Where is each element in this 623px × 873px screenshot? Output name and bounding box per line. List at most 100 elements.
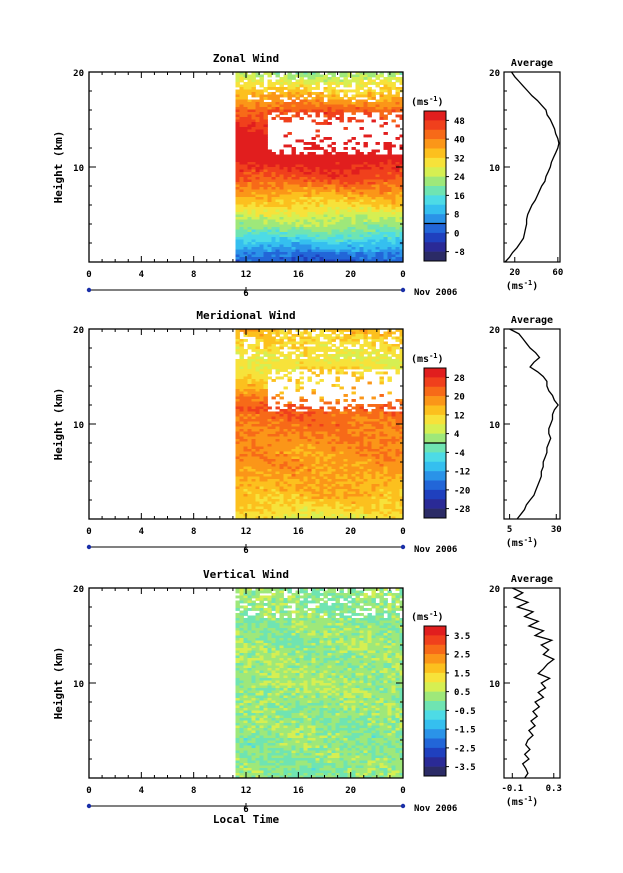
- heatmap-cell: [267, 107, 272, 110]
- heatmap-cell: [239, 436, 244, 440]
- heatmap-cell: [235, 189, 240, 193]
- heatmap-cell: [275, 359, 280, 362]
- heatmap-cell: [339, 456, 344, 460]
- heatmap-cell: [243, 92, 248, 95]
- heatmap-cell: [235, 474, 240, 477]
- heatmap-cell: [339, 489, 344, 492]
- heatmap-cell: [315, 157, 320, 160]
- heatmap-cell: [351, 97, 356, 100]
- heatmap-cell: [299, 506, 304, 510]
- heatmap-cell: [355, 441, 360, 445]
- heatmap-cell: [275, 401, 280, 405]
- heatmap-cell: [351, 344, 356, 347]
- heatmap-cell: [259, 424, 264, 427]
- heatmap-cell: [319, 77, 324, 80]
- heatmap-cell: [387, 77, 392, 80]
- heatmap-cell: [339, 179, 344, 183]
- heatmap-cell: [255, 154, 260, 158]
- heatmap-cell: [335, 336, 340, 340]
- heatmap-cell: [371, 501, 376, 505]
- heatmap-cell: [283, 404, 288, 407]
- heatmap-cell: [307, 162, 312, 165]
- heatmap-cell: [275, 89, 280, 93]
- heatmap-cell: [359, 202, 364, 205]
- heatmap-cell: [319, 396, 324, 400]
- heatmap-cell: [335, 77, 340, 80]
- heatmap-cell: [283, 94, 288, 98]
- heatmap-cell: [263, 87, 268, 90]
- heatmap-cell: [275, 224, 280, 228]
- heatmap-cell: [271, 194, 276, 198]
- heatmap-cell: [335, 257, 340, 260]
- heatmap-cell: [295, 481, 300, 485]
- heatmap-cell: [243, 244, 248, 248]
- heatmap-cell: [267, 361, 272, 365]
- heatmap-cell: [391, 77, 396, 80]
- heatmap-cell: [255, 414, 260, 417]
- heatmap-cell: [299, 157, 304, 160]
- heatmap-cell: [327, 222, 332, 225]
- heatmap-cell: [347, 349, 352, 352]
- heatmap-cell: [271, 72, 276, 75]
- heatmap-cell: [355, 504, 360, 507]
- heatmap-cell: [263, 122, 268, 125]
- heatmap-cell: [259, 429, 264, 432]
- heatmap-cell: [359, 224, 364, 228]
- heatmap-cell: [355, 376, 360, 380]
- heatmap-cell: [275, 456, 280, 460]
- heatmap-cell: [279, 197, 284, 200]
- heatmap-cell: [303, 336, 308, 340]
- heatmap-cell: [327, 474, 332, 477]
- heatmap-cell: [351, 194, 356, 198]
- heatmap-cell: [367, 227, 372, 230]
- heatmap-cell: [287, 82, 292, 85]
- heatmap-cell: [367, 222, 372, 225]
- heatmap-cell: [279, 87, 284, 90]
- heatmap-cell: [307, 349, 312, 352]
- heatmap-cell: [271, 364, 276, 367]
- heatmap-cell: [255, 436, 260, 440]
- heatmap-cell: [275, 242, 280, 245]
- heatmap-cell: [239, 401, 244, 405]
- heatmap-cell: [235, 197, 240, 200]
- heatmap-cell: [243, 154, 248, 158]
- heatmap-cell: [359, 79, 364, 83]
- heatmap-cell: [259, 212, 264, 215]
- heatmap-cell: [283, 506, 288, 510]
- heatmap-cell: [263, 339, 268, 342]
- heatmap-cell: [247, 364, 252, 367]
- heatmap-cell: [335, 511, 340, 515]
- heatmap-cell: [347, 202, 352, 205]
- heatmap-cell: [271, 202, 276, 205]
- heatmap-cell: [387, 202, 392, 205]
- heatmap-cell: [383, 97, 388, 100]
- heatmap-cell: [251, 381, 256, 385]
- heatmap-cell: [303, 172, 308, 175]
- heatmap-cell: [239, 406, 244, 410]
- heatmap-cell: [275, 406, 280, 410]
- heatmap-cell: [351, 454, 356, 457]
- heatmap-cell: [319, 364, 324, 367]
- heatmap-cell: [283, 454, 288, 457]
- heatmap-cell: [243, 227, 248, 230]
- heatmap-cell: [251, 391, 256, 395]
- heatmap-cell: [243, 89, 248, 93]
- heatmap-cell: [299, 239, 304, 243]
- heatmap-cell: [279, 429, 284, 432]
- heatmap-cell: [331, 222, 336, 225]
- heatmap-cell: [251, 429, 256, 432]
- heatmap-cell: [339, 506, 344, 510]
- heatmap-cell: [311, 446, 316, 450]
- heatmap-cell: [299, 481, 304, 485]
- heatmap-cell: [255, 451, 260, 455]
- heatmap-cell: [303, 516, 308, 519]
- heatmap-cell: [239, 454, 244, 457]
- heatmap-cell: [331, 87, 336, 90]
- heatmap-cell: [259, 491, 264, 495]
- heatmap-cell: [303, 209, 308, 213]
- heatmap-cell: [263, 459, 268, 462]
- heatmap-cell: [255, 162, 260, 165]
- heatmap-cell: [295, 114, 300, 118]
- heatmap-cell: [355, 107, 360, 110]
- heatmap-cell: [263, 169, 268, 173]
